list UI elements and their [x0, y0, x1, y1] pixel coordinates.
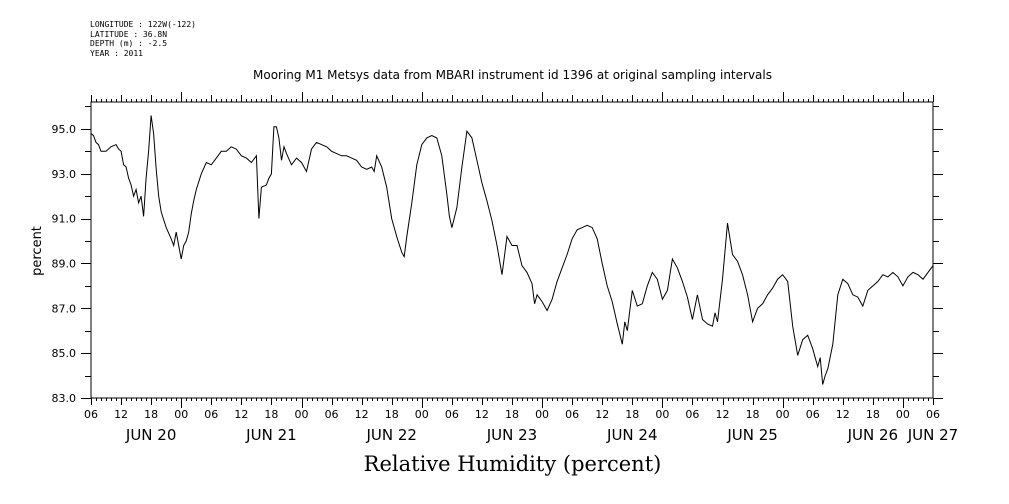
y-tick-label: 93.0 [52, 168, 77, 181]
x-tick-label: 06 [806, 408, 820, 421]
x-tick-label: 12 [836, 408, 850, 421]
plot-border [90, 101, 934, 399]
day-label: JUN 23 [486, 426, 537, 444]
depth-text: DEPTH (m) : -2.5 [90, 39, 168, 48]
humidity-series-line [90, 115, 934, 385]
x-tick-label: 00 [776, 408, 790, 421]
x-tick-label: 00 [295, 408, 309, 421]
x-tick-label: 18 [625, 408, 639, 421]
year-text: YEAR : 2011 [90, 48, 143, 58]
x-tick-label: 12 [595, 408, 609, 421]
x-tick-label: 06 [445, 408, 459, 421]
x-tick-label: 12 [114, 408, 128, 421]
x-tick-label: 06 [685, 408, 699, 421]
day-label: JUN 22 [365, 426, 416, 444]
x-tick-label: 00 [896, 408, 910, 421]
x-tick-label: 18 [144, 408, 158, 421]
y-tick-label: 85.0 [52, 347, 77, 360]
day-label: JUN 20 [125, 426, 176, 444]
x-tick-label: 00 [174, 408, 188, 421]
x-tick-label: 12 [716, 408, 730, 421]
x-tick-label: 18 [385, 408, 399, 421]
x-tick-label: 18 [505, 408, 519, 421]
y-tick-label: 83.0 [52, 392, 77, 405]
y-tick-labels: 83.0 85.0 87.0 89.0 91.0 93.0 95.0 [52, 123, 77, 405]
x-tick-label: 12 [234, 408, 248, 421]
chart-title: Mooring M1 Metsys data from MBARI instru… [253, 68, 772, 82]
x-tick-label: 00 [655, 408, 669, 421]
day-label: JUN 25 [726, 426, 777, 444]
day-label: JUN 27 [907, 426, 958, 444]
x-axis-label: Relative Humidity (percent) [363, 452, 662, 476]
day-label: JUN 21 [245, 426, 296, 444]
x-tick-label: 12 [355, 408, 369, 421]
x-tick-label: 06 [84, 408, 98, 421]
latitude-text: LATITUDE : 36.8N [90, 29, 168, 39]
day-label: JUN 24 [606, 426, 657, 444]
x-tick-label: 18 [264, 408, 278, 421]
axis-ticks [81, 92, 943, 408]
y-tick-label: 91.0 [52, 213, 77, 226]
x-tick-label: 06 [926, 408, 940, 421]
day-labels: JUN 20 JUN 21 JUN 22 JUN 23 JUN 24 JUN 25 JUN … [125, 426, 958, 444]
x-tick-label: 06 [325, 408, 339, 421]
y-tick-label: 89.0 [52, 257, 77, 270]
x-tick-label: 00 [535, 408, 549, 421]
x-tick-label: 18 [746, 408, 760, 421]
x-tick-labels: 06 12 18 00 06 12 18 00 06 12 18 00 06 12 18 00 06 12 18 00… [84, 408, 940, 421]
metadata-block: LONGITUDE : 122W(-122) LATITUDE : 36.8N … [90, 20, 196, 58]
plot-frame [90, 101, 934, 399]
x-tick-label: 18 [866, 408, 880, 421]
longitude-text: LONGITUDE : 122W(-122) [90, 20, 196, 29]
y-tick-label: 87.0 [52, 302, 77, 315]
x-tick-label: 06 [565, 408, 579, 421]
x-tick-label: 12 [475, 408, 489, 421]
y-tick-label: 95.0 [52, 123, 77, 136]
x-tick-label: 06 [204, 408, 218, 421]
day-label: JUN 26 [847, 426, 898, 444]
y-axis-label: percent [30, 226, 45, 276]
x-tick-label: 00 [415, 408, 429, 421]
